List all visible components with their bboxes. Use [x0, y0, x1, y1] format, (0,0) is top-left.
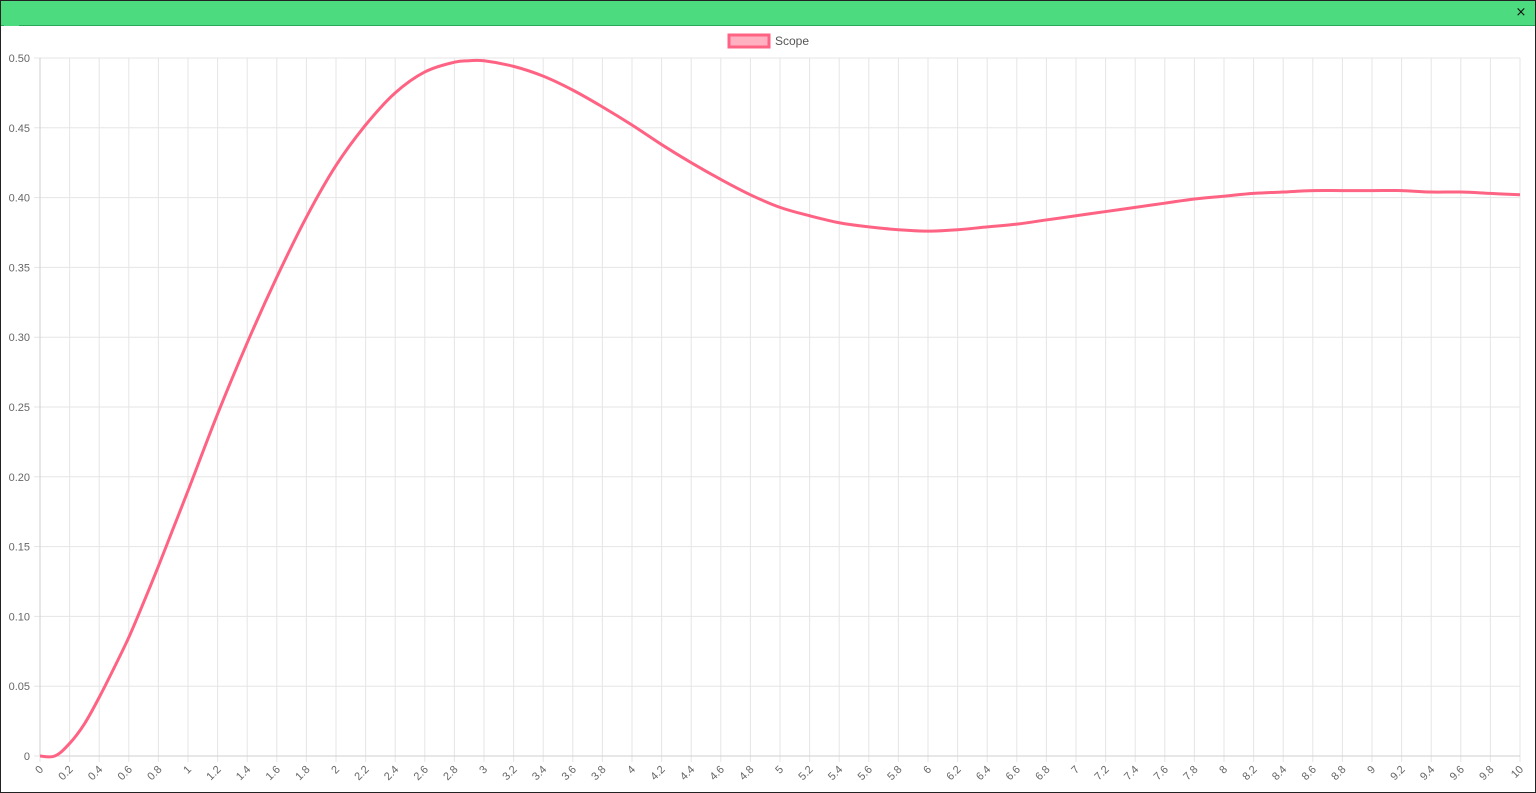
x-tick-label: 8 — [1217, 764, 1230, 777]
x-tick-label: 1 — [181, 764, 194, 777]
window-titlebar[interactable]: × — [1, 1, 1535, 26]
series-line-scope — [39, 58, 1521, 759]
x-tick-label: 5.8 — [885, 764, 904, 783]
x-tick-label: 7.2 — [1092, 764, 1111, 783]
y-tick-label: 0.15 — [9, 542, 30, 554]
x-tick-label: 7.6 — [1152, 764, 1171, 783]
x-tick-label: 8.6 — [1300, 764, 1319, 783]
x-tick-label: 5 — [773, 764, 786, 777]
x-tick-label: 6.6 — [1004, 764, 1023, 783]
x-tick-label: 7.8 — [1181, 764, 1200, 783]
x-tick-label: 1.6 — [264, 764, 283, 783]
x-tick-label: 8.8 — [1329, 764, 1348, 783]
x-tick-label: 5.2 — [796, 764, 815, 783]
x-tick-label: 9.2 — [1388, 764, 1407, 783]
x-tick-label: 4.8 — [737, 764, 756, 783]
x-tick-label: 4.2 — [648, 764, 667, 783]
y-tick-label: 0.05 — [9, 681, 30, 693]
x-tick-label: 7 — [1069, 764, 1082, 777]
close-icon[interactable]: × — [1515, 5, 1527, 20]
x-tick-label: 2.2 — [352, 764, 371, 783]
x-tick-label: 3 — [477, 764, 490, 777]
x-tick-label: 1.8 — [293, 764, 312, 783]
x-tick-label: 0 — [33, 764, 46, 777]
x-tick-label: 5.6 — [856, 764, 875, 783]
y-tick-label: 0 — [24, 751, 30, 763]
y-tick-label: 0.40 — [9, 193, 30, 205]
x-tick-label: 3.8 — [589, 764, 608, 783]
x-tick-label: 4 — [625, 764, 638, 777]
x-tick-label: 3.2 — [500, 764, 519, 783]
x-tick-label: 9.8 — [1477, 764, 1496, 783]
x-tick-label: 2.4 — [382, 764, 401, 783]
legend: Scope — [727, 33, 809, 49]
line-chart: 00.050.100.150.200.250.300.350.400.450.5… — [9, 33, 1526, 783]
x-tick-label: 0.2 — [56, 764, 75, 783]
chart-grid — [34, 57, 1521, 762]
x-tick-label: 8.2 — [1240, 764, 1259, 783]
legend-label: Scope — [775, 34, 809, 48]
series-layer — [39, 58, 1521, 759]
x-tick-label: 3.4 — [530, 764, 549, 783]
y-tick-label: 0.20 — [9, 472, 30, 484]
x-tick-label: 9.6 — [1448, 764, 1467, 783]
y-tick-label: 0.45 — [9, 123, 30, 135]
y-tick-label: 0.50 — [9, 53, 30, 65]
x-tick-label: 1.4 — [234, 764, 253, 783]
x-tick-label: 3.6 — [560, 764, 579, 783]
x-tick-label: 6.2 — [944, 764, 963, 783]
x-tick-label: 7.4 — [1122, 764, 1141, 783]
x-tick-label: 0.6 — [116, 764, 135, 783]
x-tick-label: 9.4 — [1418, 764, 1437, 783]
x-tick-label: 9 — [1365, 764, 1378, 777]
x-tick-label: 4.4 — [678, 764, 697, 783]
y-tick-label: 0.10 — [9, 611, 30, 623]
x-tick-label: 2.6 — [412, 764, 431, 783]
y-tick-label: 0.25 — [9, 402, 30, 414]
x-tick-label: 10 — [1509, 764, 1526, 781]
x-tick-label: 2 — [329, 764, 342, 777]
legend-swatch — [727, 33, 771, 49]
y-tick-label: 0.30 — [9, 332, 30, 344]
x-tick-label: 0.8 — [145, 764, 164, 783]
x-tick-label: 2.8 — [441, 764, 460, 783]
x-tick-label: 6.8 — [1033, 764, 1052, 783]
x-tick-label: 5.4 — [826, 764, 845, 783]
x-tick-label: 0.4 — [86, 764, 105, 783]
x-tick-label: 6 — [921, 764, 934, 777]
x-tick-label: 6.4 — [974, 764, 993, 783]
x-axis: 0 0.2 0.4 0.6 0.8 1 1.2 1.4 1.6 1.8 2 2.2 2.4 2.6 2.8 3… — [33, 764, 1526, 783]
y-axis: 0 0.05 0.10 0.15 0.20 0.25 0.30 0.35 0.40 0.45 0.5… — [9, 53, 30, 763]
x-tick-label: 8.4 — [1270, 764, 1289, 783]
y-tick-label: 0.35 — [9, 262, 30, 274]
x-tick-label: 4.6 — [708, 764, 727, 783]
x-tick-label: 1.2 — [204, 764, 223, 783]
corner-marker — [4, 23, 19, 26]
